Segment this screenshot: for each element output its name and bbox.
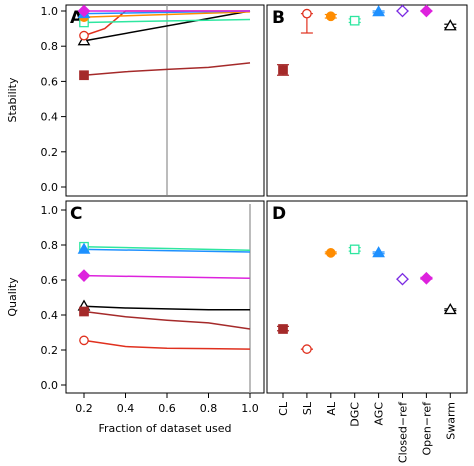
category-label: Swarm xyxy=(444,402,457,440)
category-label: DGC xyxy=(349,402,362,427)
series-marker xyxy=(79,335,89,346)
point-marker xyxy=(443,302,457,315)
series-line xyxy=(83,274,251,279)
point-marker xyxy=(372,5,385,17)
series-line xyxy=(83,305,250,311)
point-marker xyxy=(420,271,433,285)
point-marker xyxy=(325,11,336,22)
series-line xyxy=(83,339,251,350)
series-marker xyxy=(79,30,89,41)
panel-a-frame xyxy=(65,4,265,197)
point-marker xyxy=(420,4,433,18)
y-tick-label: 0.2 xyxy=(41,146,59,159)
panel-d-letter: D xyxy=(272,204,286,224)
panel-d-content: CL SL AL DGC AGC Closed−ref Open−ref Swarm xyxy=(277,244,457,463)
panel-b: B xyxy=(266,4,468,197)
panel-a-content: 0.0 0.2 0.4 0.6 0.8 1.0 xyxy=(41,4,251,195)
series-marker xyxy=(77,4,91,18)
x-tick-label: 1.0 xyxy=(241,402,259,415)
point-marker xyxy=(396,4,409,18)
y-tick-label: 0.0 xyxy=(41,181,59,194)
point-marker xyxy=(349,15,360,26)
x-tick-label: 0.2 xyxy=(75,402,93,415)
panel-c-letter: C xyxy=(70,204,82,224)
point-marker xyxy=(396,272,409,286)
series-marker xyxy=(79,306,89,317)
series-marker xyxy=(79,70,89,81)
panel-c-ylabel: Quality xyxy=(6,277,19,317)
y-tick-label: 0.4 xyxy=(41,111,59,124)
panel-b-content xyxy=(277,4,457,76)
x-tick-label: 0.6 xyxy=(158,402,176,415)
series-line xyxy=(83,18,251,24)
point-marker xyxy=(325,248,336,258)
y-tick-label: 1.0 xyxy=(41,5,59,18)
y-tick-label: 1.0 xyxy=(41,204,59,217)
series-line xyxy=(83,10,251,42)
panel-c-content: 0.0 0.2 0.4 0.6 0.8 1.0 0.2 0.4 0.6 0.8 1.0 xyxy=(41,204,259,415)
point-marker xyxy=(349,244,360,255)
y-tick-label: 0.2 xyxy=(41,344,59,357)
series-line xyxy=(83,246,251,251)
point-marker xyxy=(372,246,385,258)
panel-c-xlabel: Fraction of dataset used xyxy=(98,422,231,435)
point-marker xyxy=(302,344,312,354)
panel-d: D CL SL AL DGC AGC Closed−ref Open−ref Swarm xyxy=(266,200,468,463)
category-label: AGC xyxy=(373,402,386,426)
panel-c: C Quality Fraction of dataset used 0.00.… xyxy=(6,200,265,435)
series-line xyxy=(83,11,251,18)
series-marker xyxy=(77,269,91,283)
y-tick-label: 0.6 xyxy=(41,274,59,287)
category-label: Open−ref xyxy=(420,401,433,456)
panel-a: A Stability 0.00.20.40.60.81.0 xyxy=(6,4,265,197)
point-marker xyxy=(302,8,312,19)
panel-c-frame xyxy=(65,200,265,394)
category-label: AL xyxy=(325,401,338,416)
series-line xyxy=(83,248,251,253)
category-label: SL xyxy=(301,401,314,415)
y-tick-label: 0.8 xyxy=(41,40,59,53)
y-tick-label: 0.0 xyxy=(41,379,59,392)
y-tick-label: 0.6 xyxy=(41,75,59,88)
point-marker xyxy=(443,19,457,31)
panel-d-frame xyxy=(266,200,468,394)
point-marker xyxy=(278,324,288,334)
category-label: Closed−ref xyxy=(397,401,410,463)
series-line xyxy=(83,310,251,330)
point-marker xyxy=(278,65,288,75)
y-tick-label: 0.4 xyxy=(41,309,59,322)
y-tick-label: 0.8 xyxy=(41,239,59,252)
panel-a-ylabel: Stability xyxy=(6,77,19,123)
panel-b-frame xyxy=(266,4,468,197)
x-tick-label: 0.4 xyxy=(117,402,135,415)
series-marker xyxy=(77,242,91,254)
x-tick-label: 0.8 xyxy=(200,402,218,415)
series-line xyxy=(83,62,251,76)
panel-b-letter: B xyxy=(272,8,285,28)
category-label: CL xyxy=(277,401,290,416)
